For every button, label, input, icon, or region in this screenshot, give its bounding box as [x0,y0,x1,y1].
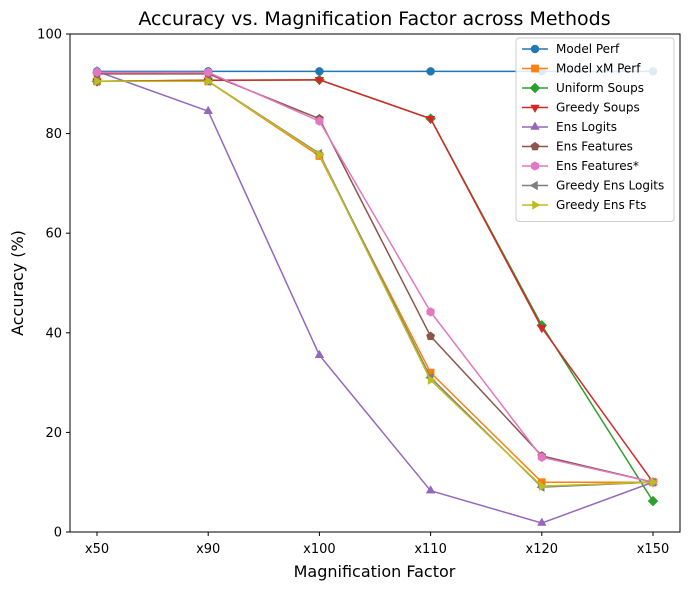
legend-item: Model xM Perf [522,62,641,76]
data-point [537,325,547,334]
x-tick-label: x150 [637,542,670,557]
x-tick-label: x50 [85,542,109,557]
data-point [204,67,213,78]
legend-marker [530,161,540,171]
legend-item: Ens Features [522,140,633,154]
data-point [316,149,325,160]
legend-item: Greedy Soups [522,101,640,115]
legend-label: Uniform Soups [556,81,644,95]
data-point [314,77,325,86]
legend: Model Perf Model xM Perf Uniform Soups Gree… [515,37,675,222]
legend-label: Ens Features* [556,159,639,173]
legend-label: Greedy Ens Logits [556,179,664,193]
legend-marker [530,104,540,114]
data-point [426,67,435,76]
series-layer [91,65,659,526]
series-line [96,79,654,483]
y-tick-label: 0 [54,526,62,541]
legend-marker [531,64,539,73]
legend-label: Greedy Ens Fts [556,198,646,212]
data-point [315,67,324,76]
legend-item: Greedy Ens Fts [522,198,646,212]
x-tick-label: x120 [526,542,559,557]
y-axis-label: Accuracy (%) [8,230,27,336]
y-tick-label: 20 [45,426,62,441]
data-point [425,485,436,494]
data-point [92,67,102,78]
plot-frame [69,33,681,533]
legend-marker [529,180,538,191]
series-line [96,70,654,524]
y-tick-label: 40 [45,326,62,341]
x-tick-label: x90 [196,542,220,557]
data-point [426,331,436,341]
series-line [97,71,654,483]
x-tick-label: x110 [414,542,447,557]
y-tick-label: 100 [37,28,62,43]
legend-label: Ens Logits [556,120,617,134]
legend-item: Uniform Soups [522,81,644,95]
data-point [426,307,435,317]
series-line [97,80,654,487]
data-point [537,452,546,462]
legend-marker [530,44,540,54]
data-point [647,495,659,507]
x-tick-label: x100 [303,542,336,557]
axes: x50 x90 x100 x110 x120 x150 0 20 40 60 80 100 [37,28,681,557]
data-point [203,105,213,114]
y-tick-label: 80 [45,127,62,142]
data-point [205,76,214,87]
legend-marker [532,200,541,210]
data-point [539,481,548,491]
legend-label: Ens Features [556,140,633,154]
legend-marker [530,141,540,151]
legend-item: Greedy Ens Logits [522,179,664,193]
data-point [315,116,324,126]
x-axis-label: Magnification Factor [294,562,456,581]
data-point [94,76,103,87]
legend-label: Model Perf [556,42,620,56]
data-point [537,517,547,526]
legend-item: Ens Features* [522,159,639,173]
data-point [314,349,325,358]
data-point [650,477,659,487]
series-line [97,73,654,483]
legend-box [515,37,675,222]
legend-item: Ens Logits [522,120,617,134]
legend-item: Model Perf [522,42,620,56]
chart-title: Accuracy vs. Magnification Factor across… [138,8,610,30]
data-point [427,375,437,385]
data-point [425,115,436,125]
series-greedy-ens-fts [94,76,659,491]
legend-label: Greedy Soups [556,101,640,115]
y-tick-label: 60 [45,227,62,242]
legend-label: Model xM Perf [556,62,641,76]
legend-marker [530,121,540,130]
legend-marker [529,82,541,94]
